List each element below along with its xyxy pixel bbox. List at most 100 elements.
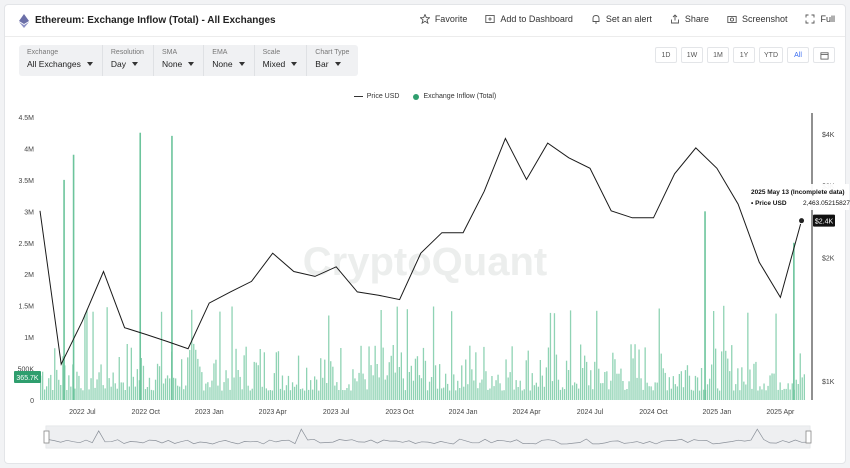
share-button[interactable]: Share xyxy=(670,14,709,24)
inflow-bar xyxy=(324,359,326,400)
scale-select[interactable]: Scale Mixed xyxy=(255,45,308,76)
inflow-bar xyxy=(78,375,80,400)
inflow-bar xyxy=(233,377,235,400)
inflow-bar xyxy=(759,386,761,400)
inflow-bar xyxy=(235,348,237,400)
fullscreen-button[interactable]: Full xyxy=(805,14,835,24)
inflow-bar xyxy=(211,380,213,400)
inflow-spike-bar xyxy=(72,154,75,400)
inflow-bar xyxy=(592,389,594,400)
inflow-bar xyxy=(447,383,449,400)
x-tick-label: 2023 Apr xyxy=(259,409,288,416)
inflow-bar xyxy=(753,363,755,400)
inflow-bar xyxy=(527,350,529,400)
inflow-bar xyxy=(358,372,360,400)
exchange-select[interactable]: Exchange All Exchanges xyxy=(19,45,103,76)
inflow-bar xyxy=(118,357,120,400)
inflow-spike-bar xyxy=(704,211,706,400)
inflow-bar xyxy=(503,390,505,400)
legend-inflow[interactable]: Exchange Inflow (Total) xyxy=(413,93,496,100)
calendar-button[interactable] xyxy=(813,47,835,63)
x-tick-label: 2024 Jul xyxy=(577,409,604,416)
current-price-value: $2.4K xyxy=(815,219,834,226)
inflow-bar xyxy=(185,385,187,400)
range-1m-button[interactable]: 1M xyxy=(707,47,729,63)
inflow-bar xyxy=(757,390,759,400)
range-1w-button[interactable]: 1W xyxy=(681,47,703,63)
inflow-bar xyxy=(658,308,660,400)
inflow-bar xyxy=(66,390,68,400)
navigator-right-handle[interactable] xyxy=(805,430,812,444)
x-tick-label: 2022 Oct xyxy=(132,409,160,416)
set-alert-label: Set an alert xyxy=(605,14,652,24)
inflow-bar xyxy=(90,378,92,400)
inflow-bar xyxy=(175,378,177,400)
inflow-bar xyxy=(616,373,618,400)
inflow-bar xyxy=(203,390,205,400)
inflow-bar xyxy=(533,385,535,400)
inflow-bar xyxy=(622,381,624,400)
chart-type-select[interactable]: Chart Type Bar xyxy=(307,45,358,76)
inflow-bar xyxy=(316,379,318,400)
inflow-bar xyxy=(215,359,217,400)
favorite-button[interactable]: Favorite xyxy=(419,14,467,24)
inflow-bar xyxy=(563,389,566,400)
inflow-bar xyxy=(505,359,507,400)
add-to-dashboard-button[interactable]: Add to Dashboard xyxy=(485,14,573,24)
inflow-bar xyxy=(702,389,705,400)
inflow-bar xyxy=(545,367,547,400)
inflow-bar xyxy=(104,388,106,400)
inflow-bar xyxy=(267,390,269,400)
screenshot-button[interactable]: Screenshot xyxy=(727,14,787,24)
inflow-bar xyxy=(549,312,552,400)
range-1d-button[interactable]: 1D xyxy=(655,47,677,63)
navigator-left-handle[interactable] xyxy=(43,430,50,444)
inflow-bar xyxy=(698,390,701,400)
inflow-bar xyxy=(253,361,255,400)
inflow-bar xyxy=(372,375,374,400)
inflow-bar xyxy=(547,347,550,400)
inflow-bar xyxy=(394,372,396,400)
inflow-bar xyxy=(771,373,773,400)
inflow-bar xyxy=(642,389,644,400)
range-all-button[interactable]: All xyxy=(787,47,809,63)
inflow-bar xyxy=(620,368,622,400)
resolution-select[interactable]: Resolution Day xyxy=(103,45,154,76)
inflow-bar xyxy=(630,344,632,400)
inflow-bar xyxy=(295,384,298,400)
sma-select[interactable]: SMA None xyxy=(154,45,205,76)
inflow-bar xyxy=(76,371,78,400)
inflow-bar xyxy=(459,388,461,400)
inflow-bar xyxy=(557,379,560,400)
inflow-bar xyxy=(404,390,406,400)
inflow-bar xyxy=(656,382,658,400)
inflow-bar xyxy=(162,383,165,400)
inflow-bar xyxy=(86,309,88,400)
inflow-bar xyxy=(52,390,54,400)
inflow-bar xyxy=(297,355,300,400)
set-alert-button[interactable]: Set an alert xyxy=(591,14,652,24)
inflow-bar xyxy=(326,383,328,400)
navigator-series xyxy=(47,428,809,445)
legend-price[interactable]: Price USD xyxy=(353,93,399,100)
x-tick-label: 2024 Apr xyxy=(513,409,542,416)
full-label: Full xyxy=(820,14,835,24)
inflow-bar xyxy=(678,374,680,400)
range-ytd-button[interactable]: YTD xyxy=(759,47,783,63)
inflow-bar xyxy=(330,361,332,400)
inflow-bar xyxy=(350,390,352,400)
inflow-bar xyxy=(291,382,294,400)
inflow-bar xyxy=(801,377,803,400)
y-left-tick-label: 500K xyxy=(18,367,35,374)
inflow-bar xyxy=(729,371,731,400)
range-1y-button[interactable]: 1Y xyxy=(733,47,755,63)
inflow-bar xyxy=(555,354,558,400)
inflow-bar xyxy=(434,365,437,400)
inflow-bar xyxy=(586,361,588,400)
inflow-bar xyxy=(160,311,163,400)
inflow-bar xyxy=(741,367,743,400)
inflow-bar xyxy=(531,373,533,400)
ema-select[interactable]: EMA None xyxy=(204,45,255,76)
inflow-bar xyxy=(559,389,562,400)
